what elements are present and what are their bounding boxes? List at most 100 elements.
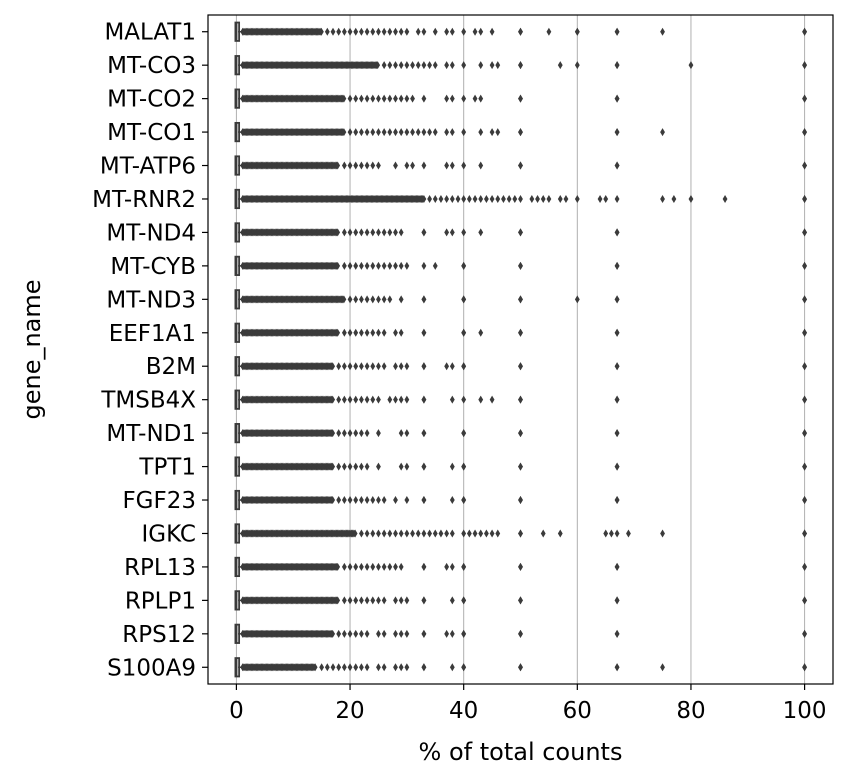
outlier-point (347, 663, 353, 672)
outlier-point (393, 529, 398, 538)
outlier-point (461, 562, 467, 571)
outlier-point (449, 629, 455, 638)
outlier-point (614, 562, 620, 571)
outlier-point (461, 462, 467, 471)
outlier-point (574, 295, 580, 304)
outlier-point (376, 596, 381, 605)
y-tick-label: MT-CYB (110, 254, 196, 280)
y-tick-label: MT-ND3 (106, 287, 196, 313)
outlier-point (597, 194, 603, 203)
outlier-point (381, 529, 387, 538)
outlier-point (376, 429, 381, 438)
outlier-point (614, 27, 620, 36)
x-axis-label: % of total counts (419, 738, 623, 766)
outlier-point (353, 261, 359, 270)
outlier-point (359, 496, 364, 505)
outlier-point (444, 529, 450, 538)
outlier-point (603, 194, 609, 203)
outlier-point (347, 228, 353, 237)
outlier-point (404, 596, 410, 605)
outlier-point (802, 228, 807, 237)
outlier-point (421, 529, 427, 538)
outlier-point (518, 629, 523, 638)
outlier-point (370, 228, 376, 237)
outlier-point (347, 128, 353, 137)
y-tick-label: B2M (146, 354, 196, 380)
outlier-point (614, 228, 620, 237)
outlier-point (518, 228, 523, 237)
grid-lines (235, 15, 806, 684)
outlier-point (478, 529, 484, 538)
outlier-point (444, 128, 450, 137)
outlier-point (376, 629, 381, 638)
outlier-point (359, 562, 364, 571)
outlier-point (518, 261, 523, 270)
outlier-point (609, 529, 614, 538)
outlier-point (410, 529, 415, 538)
y-tick-label: EEF1A1 (109, 321, 196, 347)
outlier-point (387, 27, 393, 36)
outlier-point (660, 27, 665, 36)
outlier-point (330, 429, 336, 438)
outlier-point (461, 663, 467, 672)
outlier-point (415, 61, 421, 70)
outlier-point (455, 194, 461, 203)
outlier-point (364, 27, 370, 36)
outlier-point (501, 194, 506, 203)
outlier-point (449, 562, 455, 571)
outlier-point (353, 462, 359, 471)
outlier-point (614, 295, 620, 304)
outlier-point (353, 161, 359, 170)
outlier-point (404, 429, 410, 438)
outlier-point (421, 94, 427, 103)
outlier-point (614, 328, 620, 337)
y-tick-label: MT-ND1 (106, 421, 196, 447)
outlier-point (381, 228, 387, 237)
outlier-point (336, 496, 342, 505)
outlier-point (614, 94, 620, 103)
outlier-point (398, 395, 404, 404)
outlier-point (364, 94, 370, 103)
outlier-point (330, 462, 336, 471)
outlier-point (341, 27, 347, 36)
y-tick-label: RPL13 (124, 555, 196, 581)
outlier-point (393, 562, 398, 571)
outlier-point (364, 629, 370, 638)
outlier-point (444, 629, 450, 638)
outlier-point (518, 128, 523, 137)
outlier-point (376, 562, 381, 571)
outlier-point (614, 663, 620, 672)
outlier-point (421, 429, 427, 438)
outlier-point (376, 27, 381, 36)
outlier-point (387, 529, 393, 538)
outlier-point (614, 395, 620, 404)
outlier-point (347, 94, 353, 103)
outlier-point (421, 61, 427, 70)
outlier-point (557, 194, 563, 203)
outlier-point (347, 261, 353, 270)
outlier-point (370, 27, 376, 36)
outlier-point (802, 596, 807, 605)
outlier-point (489, 194, 495, 203)
outlier-point (330, 629, 336, 638)
outlier-point (444, 27, 450, 36)
outlier-point (557, 529, 563, 538)
outlier-point (603, 529, 609, 538)
outlier-point (432, 529, 438, 538)
outlier-point (495, 194, 501, 203)
outlier-point (478, 27, 484, 36)
outlier-point (614, 596, 620, 605)
outlier-point (449, 61, 455, 70)
outlier-point (472, 529, 478, 538)
outlier-point (461, 161, 467, 170)
outlier-point (432, 128, 438, 137)
outlier-point (398, 529, 404, 538)
outlier-point (336, 27, 342, 36)
outlier-point (688, 61, 694, 70)
outlier-point (540, 194, 546, 203)
outlier-point (461, 295, 467, 304)
outlier-point (359, 663, 364, 672)
outlier-point (398, 362, 404, 371)
outlier-point (353, 228, 359, 237)
y-tick-label: MT-CO1 (107, 120, 196, 146)
